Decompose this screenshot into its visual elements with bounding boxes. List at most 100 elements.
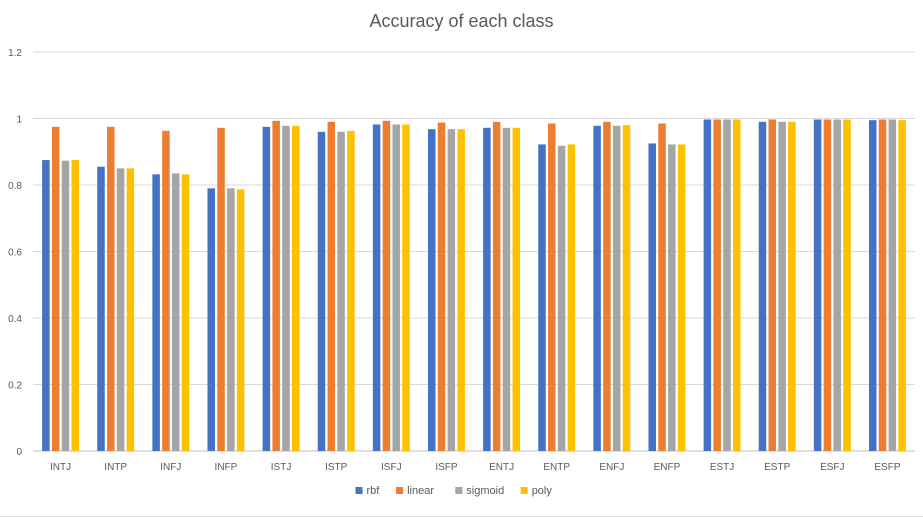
bar-sigmoid: [668, 144, 676, 451]
legend-label: rbf: [367, 485, 381, 497]
x-tick-label: ESFJ: [820, 462, 844, 473]
x-tick-label: ESFP: [874, 462, 900, 473]
bar-sigmoid: [557, 145, 566, 451]
x-tick-label: ISTP: [325, 462, 348, 473]
bar-poly: [71, 160, 80, 451]
legend-swatch: [520, 487, 528, 494]
bar-poly: [512, 127, 521, 451]
x-tick-label: INTJ: [50, 462, 71, 473]
bar-linear: [548, 123, 556, 452]
bar-poly: [236, 189, 245, 451]
x-tick-label: ENFP: [654, 462, 681, 473]
y-tick-label: 0.6: [8, 248, 22, 259]
y-tick-label: 1: [16, 115, 22, 126]
bar-sigmoid: [61, 160, 70, 452]
bar-rbf: [703, 119, 712, 451]
bar-poly: [126, 168, 135, 451]
y-tick-label: 0.4: [8, 314, 22, 325]
bar-rbf: [317, 131, 326, 452]
bar-poly: [292, 125, 300, 451]
bar-linear: [327, 121, 336, 451]
legend: rbf linear sigmoid poly: [355, 485, 553, 497]
bar-rbf: [372, 124, 381, 452]
bar-linear: [878, 119, 887, 451]
bar-rbf: [593, 125, 601, 451]
bar-poly: [622, 125, 631, 452]
x-tick-label: ISTJ: [271, 462, 292, 473]
legend-item-rbf: rbf: [355, 485, 381, 497]
legend-item-poly: poly: [520, 485, 553, 497]
bar-rbf: [538, 144, 546, 451]
bar-poly: [733, 119, 741, 451]
legend-swatch: [396, 487, 404, 494]
legend-item-linear: linear: [396, 485, 434, 497]
bar-rbf: [758, 121, 767, 451]
bar-rbf: [152, 174, 160, 452]
bar-linear: [658, 123, 666, 452]
bar-linear: [217, 127, 225, 451]
bar-poly: [843, 119, 851, 451]
legend-item-sigmoid: sigmoid: [455, 485, 504, 497]
bar-linear: [272, 120, 280, 451]
y-tick-label: 0.2: [8, 381, 22, 392]
bar-sigmoid: [502, 127, 511, 451]
bar-sigmoid: [833, 119, 841, 451]
x-tick-label: ENFJ: [599, 462, 624, 473]
bar-rbf: [97, 166, 105, 451]
bar-poly: [898, 120, 906, 451]
bar-sigmoid: [723, 119, 731, 451]
bar-rbf: [207, 188, 215, 451]
bar-poly: [677, 144, 686, 451]
bar-rbf: [42, 160, 50, 451]
chart-title: Accuracy of each class: [369, 11, 553, 31]
legend-swatch: [355, 487, 363, 494]
x-tick-label: ESTP: [764, 462, 790, 473]
bar-rbf: [813, 119, 822, 451]
bar-sigmoid: [778, 121, 786, 451]
x-tick-label: ENTP: [543, 462, 570, 473]
bar-linear: [51, 126, 60, 451]
bar-sigmoid: [612, 125, 621, 451]
x-tick-label: INFJ: [160, 462, 181, 473]
bar-linear: [437, 122, 446, 452]
bar-sigmoid: [392, 124, 400, 452]
bar-linear: [492, 121, 501, 451]
legend-label: poly: [532, 485, 553, 497]
bar-sigmoid: [171, 173, 180, 452]
x-tick-label: INTP: [104, 462, 127, 473]
bar-rbf: [648, 143, 656, 451]
bar-rbf: [868, 120, 877, 451]
bar-linear: [768, 119, 777, 451]
bar-rbf: [483, 127, 491, 451]
bar-sigmoid: [282, 125, 290, 451]
bar-poly: [347, 130, 355, 452]
bar-poly: [788, 121, 796, 451]
bar-linear: [382, 120, 391, 451]
bar-sigmoid: [337, 131, 345, 452]
legend-label: linear: [407, 485, 434, 497]
bar-sigmoid: [116, 168, 125, 451]
bar-linear: [603, 121, 611, 451]
bars: [42, 119, 906, 452]
y-axis-tick-labels: 0 0.2 0.4 0.6 0.8 1 1.2: [8, 48, 22, 458]
bar-poly: [181, 174, 190, 452]
legend-swatch: [455, 487, 463, 494]
x-tick-label: ISFP: [435, 462, 458, 473]
bar-rbf: [427, 129, 436, 451]
bar-linear: [823, 119, 832, 451]
gridlines: [33, 51, 915, 452]
bar-linear: [107, 126, 115, 451]
x-tick-label: ESTJ: [710, 462, 734, 473]
bar-rbf: [262, 126, 271, 451]
bar-sigmoid: [888, 119, 897, 451]
x-tick-label: ISFJ: [381, 462, 402, 473]
y-tick-label: 0: [16, 447, 22, 458]
y-tick-label: 0.8: [8, 181, 22, 192]
bar-linear: [713, 119, 721, 451]
bar-poly: [567, 144, 576, 451]
bar-poly: [457, 129, 465, 451]
y-tick-label: 1.2: [8, 48, 22, 59]
x-tick-label: ENTJ: [489, 462, 514, 473]
